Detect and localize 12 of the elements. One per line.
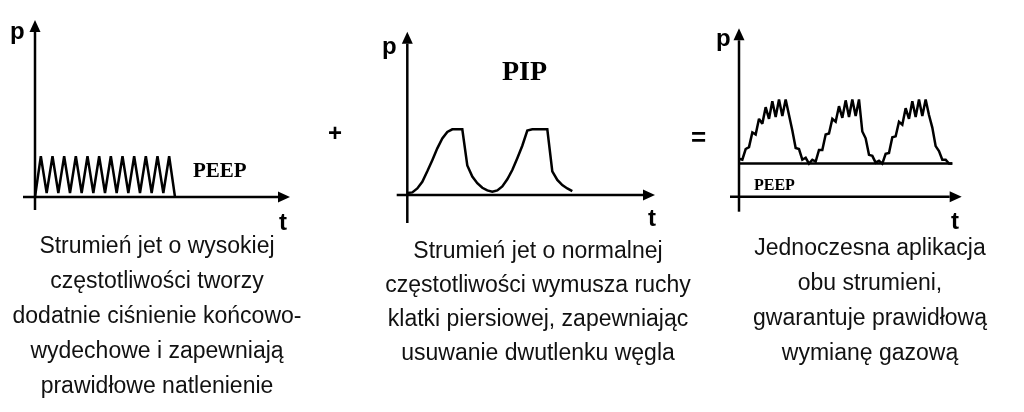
text: Strumień jet o normalnej częstotliwości wymusza ruchy klatki piersiowej, zapewniając usuwanie dwutlenku węgla — [385, 236, 691, 367]
y-axis-title: p — [382, 32, 397, 59]
text: = — [691, 122, 707, 152]
text: PIP — [502, 55, 548, 86]
text: Jednoczesna aplikacja obu strumieni, gwarantuje prawidłową wymianę gazową — [753, 232, 987, 367]
text: + — [328, 119, 343, 146]
y-axis-title: p — [10, 17, 25, 44]
y-axis-title: p — [716, 24, 731, 51]
x-axis-title: t — [648, 204, 656, 231]
text: PEEP — [193, 158, 247, 182]
ref-line-label: PEEP — [754, 176, 796, 193]
x-axis-title: t — [951, 207, 959, 234]
